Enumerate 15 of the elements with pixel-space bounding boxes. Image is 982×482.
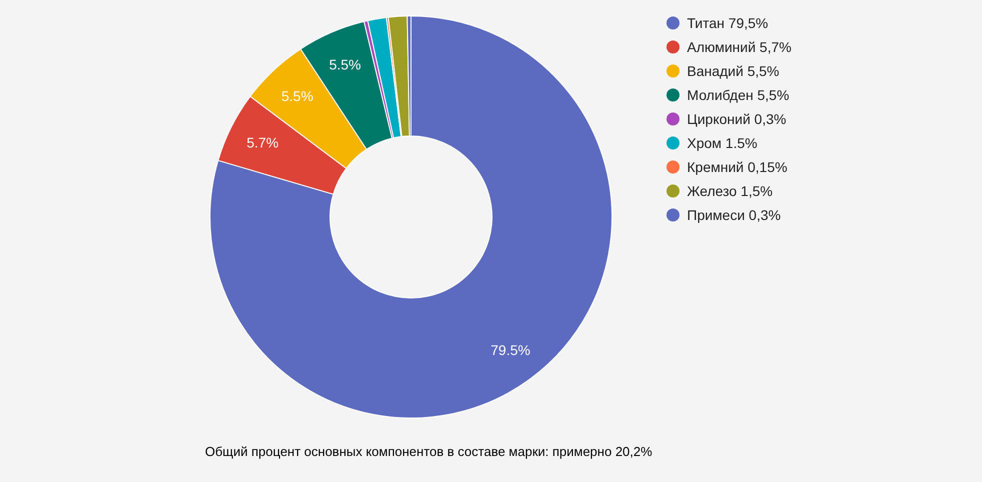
data-label: 5.5%: [281, 88, 314, 104]
donut-slice: [210, 16, 612, 418]
data-label: 79.5%: [490, 342, 530, 358]
data-label: 5.7%: [246, 134, 279, 151]
legend-label: Хром 1.5%: [687, 134, 758, 151]
legend-label: Примеси 0,3%: [687, 206, 781, 223]
legend-label: Алюминий 5,7%: [687, 38, 792, 55]
legend-label: Титан 79,5%: [687, 14, 768, 31]
legend-label: Кремний 0,15%: [687, 158, 788, 175]
legend-label: Молибден 5,5%: [687, 86, 790, 103]
legend-label: Ванадий 5,5%: [687, 62, 780, 79]
text: Общий процент основных компонентов в составе марки: примерно 20,2%: [205, 444, 653, 459]
data-label: 5.5%: [329, 56, 362, 73]
legend-label: Железо 1,5%: [687, 182, 773, 199]
legend-label: Цирконий 0,3%: [687, 110, 786, 127]
